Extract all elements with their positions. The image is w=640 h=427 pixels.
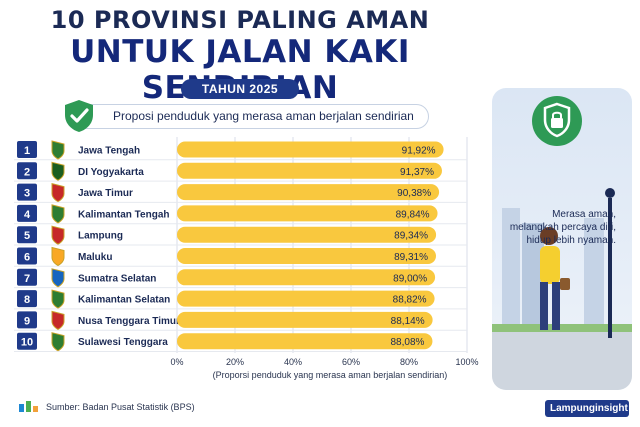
rank-number: 10 — [21, 337, 33, 349]
value-label: 88,08% — [391, 337, 425, 348]
quote-line: melangkah percaya diri, — [509, 222, 616, 233]
rank-number: 5 — [24, 230, 30, 242]
rank-badge — [17, 332, 37, 350]
value-label: 89,34% — [394, 231, 428, 242]
side-panel: Merasa aman, melangkah percaya diri, hid… — [492, 88, 632, 390]
quote-line: hidup lebih nyaman. — [526, 235, 616, 246]
province-emblem-icon — [51, 182, 65, 203]
bar — [177, 290, 435, 307]
x-tick-label: 20% — [226, 357, 244, 367]
value-label: 89,84% — [396, 209, 430, 220]
rank-number: 2 — [24, 166, 30, 178]
category-label: Sumatra Selatan — [78, 273, 156, 284]
province-emblem-icon — [51, 289, 65, 309]
province-emblem-icon — [51, 268, 65, 288]
brand-logo: Lampunginsight — [545, 400, 629, 417]
rank-number: 9 — [24, 315, 30, 327]
rank-number: 8 — [24, 294, 30, 306]
x-tick-label: 80% — [400, 357, 418, 367]
bar — [177, 205, 438, 222]
rank-badge — [17, 290, 37, 308]
rank-number: 7 — [24, 273, 30, 285]
category-label: Sulawesi Tenggara — [78, 337, 168, 348]
category-label: Maluku — [78, 252, 112, 263]
value-label: 88,82% — [393, 295, 427, 306]
bar — [177, 333, 433, 350]
quote-text: Merasa aman, melangkah percaya diri, hid… — [492, 208, 632, 247]
x-tick-label: 40% — [284, 357, 302, 367]
source-credit: Sumber: Badan Pusat Statistik (BPS) — [46, 402, 195, 412]
lock-shield-icon — [532, 96, 582, 146]
x-axis-label: (Proporsi penduduk yang merasa aman berj… — [213, 370, 448, 380]
chart-subtitle: Proposi penduduk yang merasa aman berjal… — [113, 109, 414, 123]
category-label: Jawa Timur — [78, 188, 133, 199]
x-tick-label: 60% — [342, 357, 360, 367]
value-label: 89,00% — [393, 273, 427, 284]
province-emblem-icon — [51, 140, 65, 160]
rank-badge — [17, 162, 37, 180]
value-label: 89,31% — [394, 252, 428, 263]
rank-badge — [17, 141, 37, 158]
rank-badge — [17, 204, 37, 222]
bar — [177, 162, 442, 179]
value-label: 88,14% — [391, 316, 425, 327]
rank-badge — [17, 311, 37, 329]
rank-number: 6 — [24, 252, 30, 264]
value-label: 90,38% — [397, 188, 431, 199]
category-label: Lampung — [78, 231, 123, 242]
quote-line: Merasa aman, — [552, 209, 616, 220]
bar — [177, 226, 437, 243]
rank-number: 1 — [24, 145, 30, 157]
category-label: DI Yogyakarta — [78, 167, 144, 178]
category-label: Kalimantan Selatan — [78, 295, 170, 306]
category-label: Kalimantan Tengah — [78, 209, 170, 220]
province-emblem-icon — [51, 204, 65, 224]
x-tick-label: 0% — [170, 357, 183, 367]
subtitle-box — [69, 104, 429, 129]
bps-logo-icon — [19, 401, 38, 412]
city-walk-illustration — [492, 188, 632, 390]
rank-badge — [17, 226, 37, 244]
category-label: Jawa Tengah — [78, 146, 140, 157]
province-emblem-icon — [51, 332, 65, 352]
category-label: Nusa Tenggara Timur — [78, 316, 180, 327]
rank-badge — [17, 247, 37, 265]
bar — [177, 184, 440, 201]
bar — [177, 311, 433, 328]
year-badge: TAHUN 2025 — [181, 79, 299, 99]
title-line-2: UNTUK JALAN KAKI SENDIRIAN — [70, 34, 410, 106]
value-label: 91,37% — [400, 167, 434, 178]
province-emblem-icon — [51, 310, 65, 330]
rank-badge — [17, 268, 37, 286]
x-tick-label: 100% — [455, 357, 478, 367]
bar — [177, 141, 444, 158]
province-emblem-icon — [51, 225, 65, 245]
bar — [177, 248, 436, 264]
shield-check-icon — [65, 100, 93, 132]
title-line-1: 10 PROVINSI PALING AMAN — [50, 6, 430, 34]
rank-badge — [17, 183, 37, 201]
bar — [177, 269, 436, 286]
rank-number: 3 — [24, 188, 30, 200]
value-label: 91,92% — [402, 146, 436, 157]
rank-number: 4 — [24, 209, 31, 221]
province-emblem-icon — [51, 161, 65, 181]
province-emblem-icon — [51, 246, 65, 267]
